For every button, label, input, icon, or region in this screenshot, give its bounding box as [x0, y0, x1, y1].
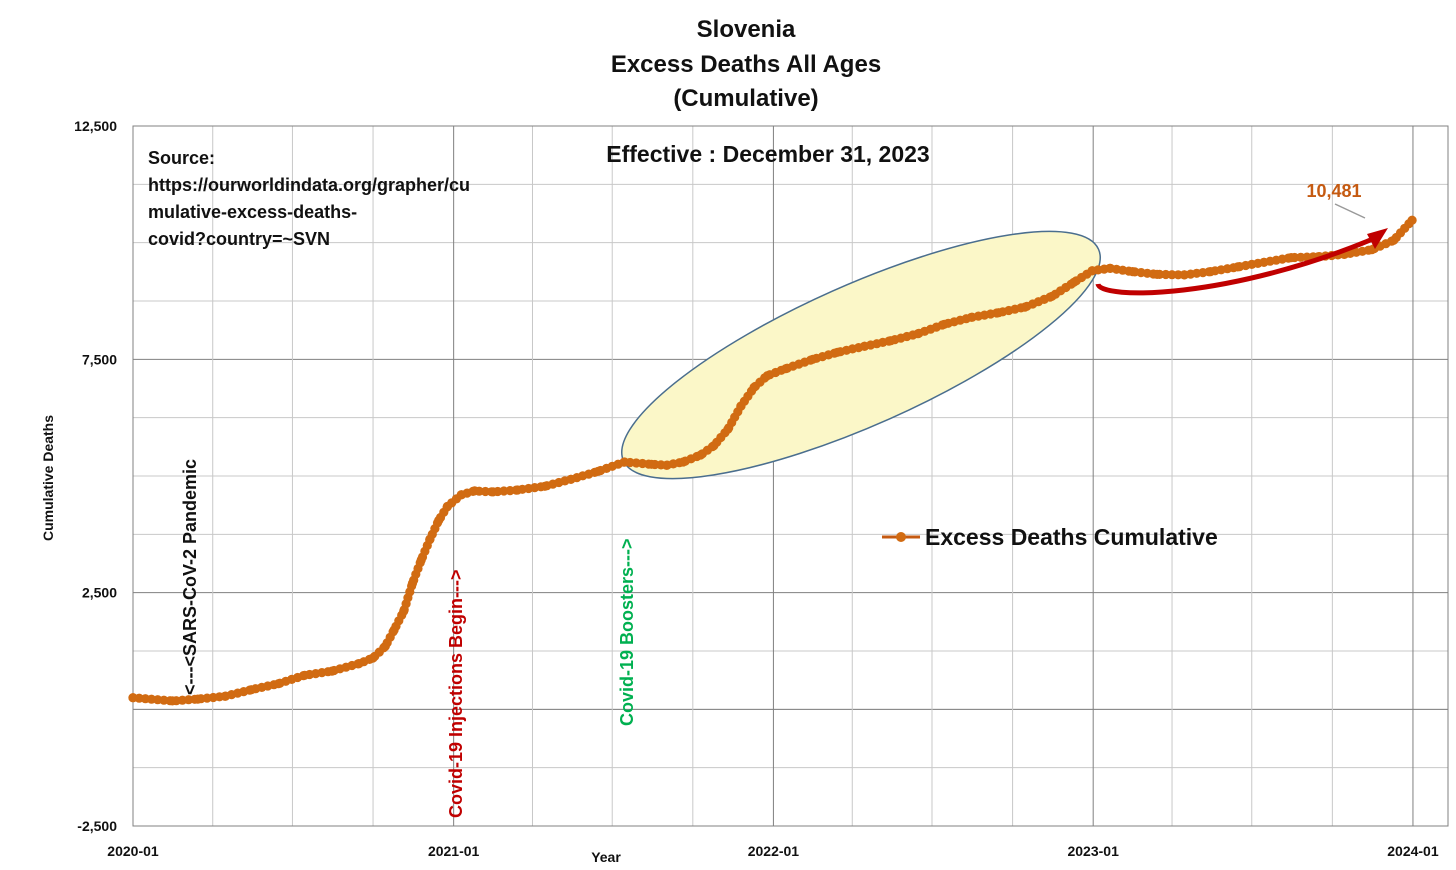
x-tick-label: 2023-01: [1067, 843, 1119, 859]
data-point: [1259, 257, 1269, 267]
y-tick-label: 2,500: [82, 585, 117, 601]
data-point: [193, 694, 203, 704]
data-point: [859, 341, 870, 351]
data-point: [513, 485, 523, 495]
data-point: [167, 696, 177, 706]
legend-marker: [896, 532, 906, 542]
data-point: [540, 481, 550, 491]
ticks: 12,500 7,500 2,500 -2,500 2020-01 2021-01 2022…: [74, 118, 1439, 859]
plot-border: [132, 125, 1449, 827]
data-point: [709, 441, 719, 451]
x-tick-label: 2024-01: [1387, 843, 1439, 859]
data-point: [1020, 302, 1030, 312]
data-point: [808, 354, 818, 364]
data-point: [966, 312, 977, 322]
data-point: [762, 371, 772, 381]
data-point: [886, 336, 896, 346]
data-point: [1206, 267, 1216, 277]
data-point: [442, 501, 453, 511]
data-point: [832, 347, 843, 357]
data-point: [913, 329, 923, 339]
trend-arrow: [1095, 233, 1381, 296]
source-line-1: https://ourworldindata.org/grapher/cu: [148, 175, 470, 195]
highlight-ellipse: [621, 230, 1101, 480]
legend: Excess Deaths Cumulative: [882, 524, 1218, 550]
data-point: [1105, 263, 1115, 273]
data-point: [736, 401, 746, 411]
data-point: [128, 693, 138, 703]
data-point: [566, 474, 576, 484]
data-point: [723, 424, 733, 434]
data-point: [456, 490, 467, 500]
data-point: [1047, 291, 1057, 301]
data-point: [380, 641, 390, 651]
data-point: [696, 450, 706, 460]
data-point: [619, 457, 630, 467]
data-point: [416, 555, 426, 565]
data-point: [273, 679, 283, 689]
chart-title-line-1: Slovenia: [697, 16, 796, 43]
data-point: [354, 659, 364, 669]
trend-arrow-head: [1367, 228, 1388, 249]
data-point: [1179, 270, 1189, 280]
effective-date-label: Effective : December 31, 2023: [606, 141, 929, 167]
data-point: [220, 691, 230, 701]
data-point: [781, 364, 791, 374]
data-point: [327, 666, 337, 676]
boosters-annotation: Covid-19 Boosters--->: [617, 538, 637, 726]
x-tick-label: 2022-01: [748, 843, 800, 859]
x-tick-label: 2020-01: [107, 843, 159, 859]
data-point: [1407, 215, 1417, 225]
data-point: [425, 534, 435, 544]
data-point: [368, 653, 378, 663]
data-point: [488, 487, 498, 497]
data-point: [1286, 253, 1296, 263]
chart-title-line-3: (Cumulative): [673, 85, 818, 112]
data-point: [470, 486, 480, 496]
y-tick-label: -2,500: [77, 818, 117, 834]
data-point: [434, 515, 444, 525]
x-axis-title: Year: [591, 849, 621, 865]
data-point: [399, 606, 409, 616]
data-point: [661, 460, 672, 470]
data-point: [593, 466, 603, 476]
data-point: [1152, 269, 1162, 279]
chart-title-line-2: Excess Deaths All Ages: [611, 51, 881, 78]
data-point: [678, 457, 688, 467]
data-point: [300, 670, 310, 680]
data-point: [939, 319, 949, 329]
legend-label: Excess Deaths Cumulative: [925, 524, 1218, 550]
y-tick-label: 7,500: [82, 351, 117, 367]
data-point: [749, 382, 759, 392]
data-point: [246, 685, 256, 695]
y-tick-label: 12,500: [74, 118, 117, 134]
y-axis-title: Cumulative Deaths: [40, 415, 56, 541]
data-point: [1389, 235, 1399, 245]
data-point: [1069, 277, 1079, 287]
source-label: Source:: [148, 148, 215, 168]
pandemic-annotation: <---<SARS-CoV-2 Pandemic: [180, 459, 200, 695]
data-point: [1128, 267, 1138, 277]
series-group: [128, 215, 1417, 706]
x-tick-label: 2021-01: [428, 843, 480, 859]
grid: [132, 125, 1449, 827]
data-point: [647, 459, 657, 469]
data-point: [994, 308, 1004, 318]
source-line-3: covid?country=~SVN: [148, 229, 330, 249]
data-point: [1087, 266, 1097, 276]
injections-annotation: Covid-19 Injections Begin--->: [446, 569, 466, 818]
data-point: [1367, 245, 1377, 255]
data-point: [389, 625, 399, 635]
last-value-label: 10,481: [1306, 181, 1361, 201]
source-line-2: mulative-excess-deaths-: [148, 202, 357, 222]
data-point: [407, 578, 418, 588]
data-point: [1233, 262, 1243, 272]
last-value-leader: [1334, 203, 1366, 219]
